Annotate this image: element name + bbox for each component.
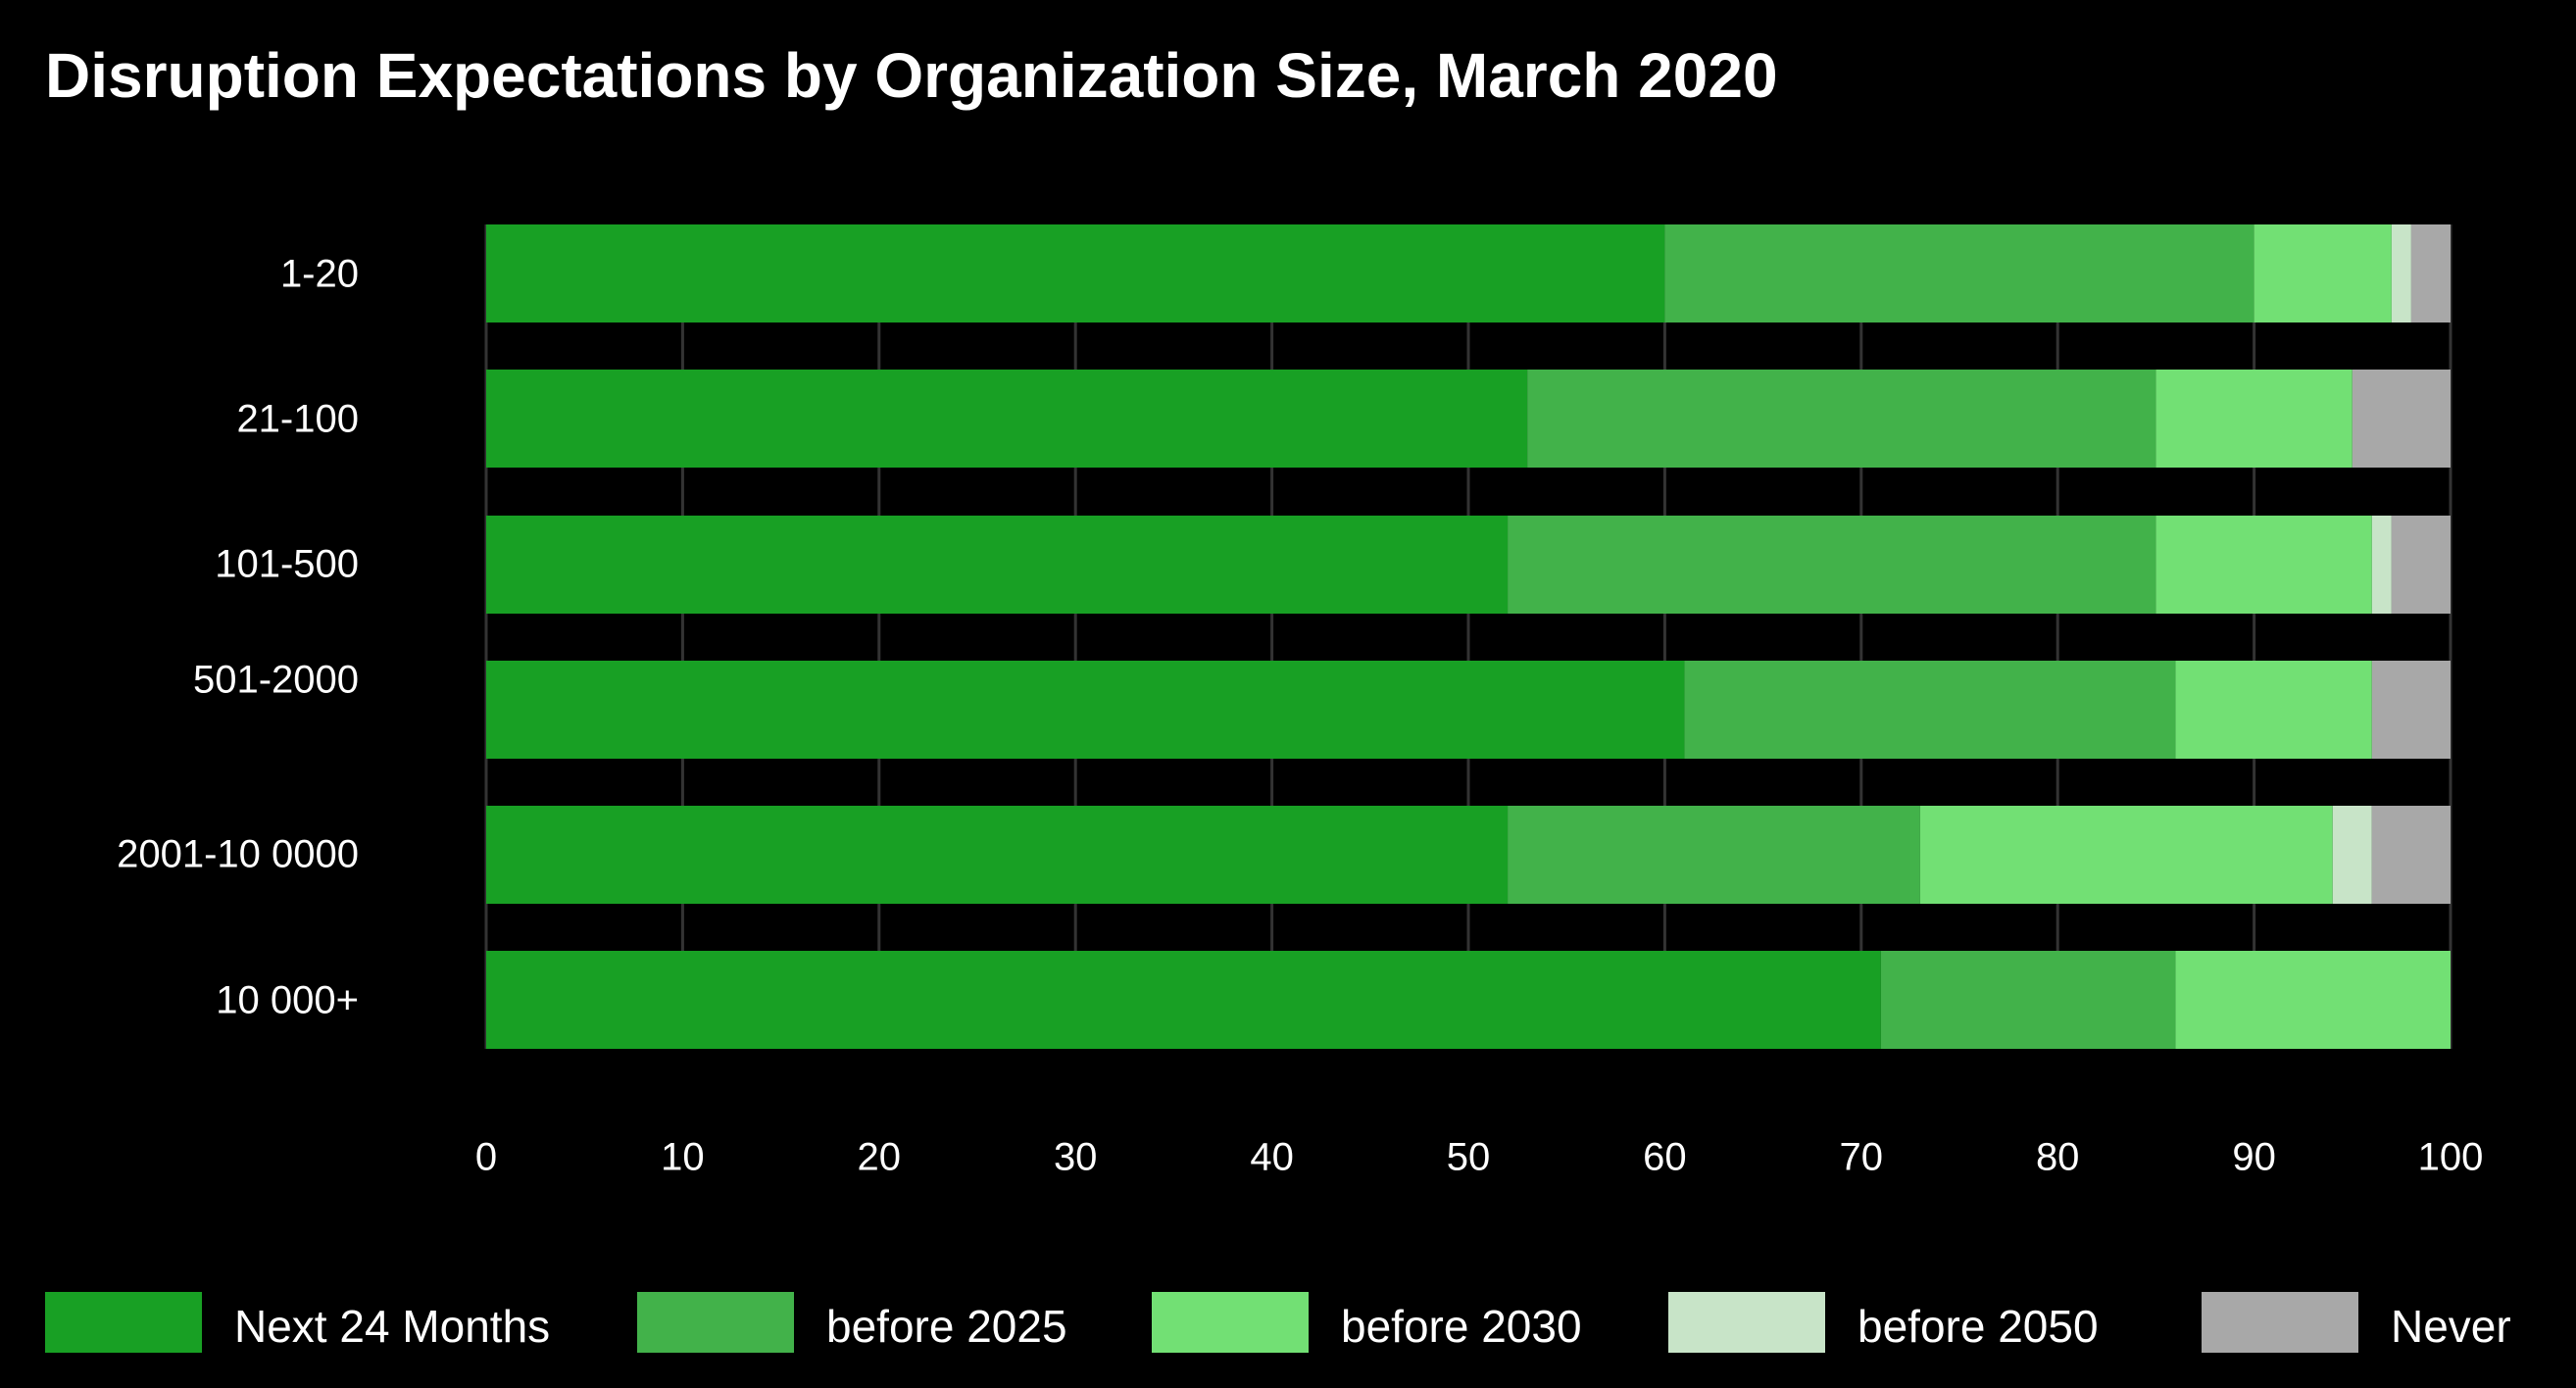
legend-swatch [1152,1292,1309,1353]
bar-segment [2155,516,2372,614]
bar-segment [2410,224,2451,322]
legend-label: Next 24 Months [234,1301,551,1352]
legend-swatch [45,1292,202,1353]
category-label: 10 000+ [216,979,359,1022]
bar-segment [1880,951,2176,1049]
bar-segment [2175,661,2372,759]
bar-segment [1919,806,2333,904]
bar-segment [2352,370,2451,468]
category-labels: 1-20 21-100 101-500 501-2000 2001-10 0000 10 … [117,253,359,1022]
bar-segment [1664,224,2254,322]
category-label: 21-100 [236,398,359,441]
gridlines [484,224,2452,1049]
legend-label: before 2030 [1341,1301,1582,1352]
bar-segment [2332,806,2372,904]
bar-segment [2391,516,2451,614]
category-label: 101-500 [215,543,359,586]
x-tick-label: 70 [1840,1136,1884,1179]
bar-segment [2254,224,2392,322]
bar-segment [2155,370,2353,468]
x-tick-label: 0 [475,1136,497,1179]
x-tick-label: 60 [1643,1136,1687,1179]
legend-label: before 2025 [826,1301,1067,1352]
bar-segment [1508,516,2156,614]
bar-segment [1508,806,1920,904]
legend-label: before 2050 [1858,1301,2099,1352]
bar-segment [2175,951,2451,1049]
category-label: 2001-10 0000 [117,833,359,876]
legend-swatch [2202,1292,2358,1353]
legend-swatch [1668,1292,1825,1353]
bar-segment [486,370,1528,468]
x-tick-label: 20 [858,1136,902,1179]
x-tick-label: 30 [1054,1136,1098,1179]
legend: Next 24 Months before 2025 before 2030 befo… [45,1292,2545,1353]
bar-segment [486,806,1509,904]
bar-segment [2371,661,2451,759]
x-tick-label: 90 [2232,1136,2276,1179]
legend-label: Never [2391,1301,2511,1352]
legend-swatch [637,1292,794,1353]
category-label: 501-2000 [193,659,359,702]
bar-segment [2371,516,2392,614]
x-tick-label: 10 [661,1136,705,1179]
x-axis-ticks: 0 10 20 30 40 50 60 70 80 90 100 [475,1136,2484,1179]
bar-segment [1684,661,2176,759]
x-tick-label: 100 [2418,1136,2484,1179]
chart-title: Disruption Expectations by Organization … [45,40,1778,111]
bar-segment [486,224,1665,322]
bar-segment [2391,224,2411,322]
bar-segment [1527,370,2156,468]
bar-segment [486,661,1685,759]
x-tick-label: 80 [2036,1136,2080,1179]
bar-segment [486,951,1881,1049]
bars [486,224,2451,1049]
bar-segment [2371,806,2451,904]
x-tick-label: 50 [1447,1136,1491,1179]
category-label: 1-20 [280,253,359,296]
x-tick-label: 40 [1250,1136,1294,1179]
bar-segment [486,516,1509,614]
